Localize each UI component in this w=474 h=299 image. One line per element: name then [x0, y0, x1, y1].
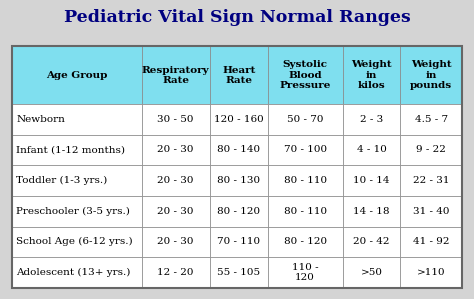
Text: Weight
in
pounds: Weight in pounds: [410, 60, 452, 90]
Bar: [401, 196, 462, 227]
Text: Heart
Rate: Heart Rate: [222, 65, 255, 85]
Bar: [210, 135, 268, 165]
Text: 80 - 110: 80 - 110: [283, 176, 327, 185]
Bar: [210, 257, 268, 288]
Bar: [210, 46, 268, 104]
Bar: [268, 257, 343, 288]
Text: 2 - 3: 2 - 3: [360, 115, 383, 124]
Bar: [401, 135, 462, 165]
Text: Respiratory
Rate: Respiratory Rate: [142, 65, 210, 85]
Text: 41 - 92: 41 - 92: [413, 237, 449, 246]
Text: 10 - 14: 10 - 14: [353, 176, 390, 185]
Bar: [12, 257, 142, 288]
Bar: [343, 165, 401, 196]
Text: 70 - 110: 70 - 110: [217, 237, 260, 246]
Bar: [142, 196, 210, 227]
Text: >50: >50: [361, 268, 383, 277]
Bar: [210, 227, 268, 257]
Text: School Age (6-12 yrs.): School Age (6-12 yrs.): [16, 237, 133, 246]
Text: 20 - 42: 20 - 42: [353, 237, 390, 246]
Text: 4.5 - 7: 4.5 - 7: [415, 115, 447, 124]
Text: 9 - 22: 9 - 22: [416, 146, 446, 155]
Bar: [142, 165, 210, 196]
Bar: [343, 46, 401, 104]
Bar: [343, 257, 401, 288]
Text: 20 - 30: 20 - 30: [157, 176, 194, 185]
Text: 20 - 30: 20 - 30: [157, 207, 194, 216]
Text: Adolescent (13+ yrs.): Adolescent (13+ yrs.): [16, 268, 131, 277]
Text: 80 - 140: 80 - 140: [217, 146, 260, 155]
Bar: [401, 104, 462, 135]
Text: 20 - 30: 20 - 30: [157, 146, 194, 155]
Bar: [12, 104, 142, 135]
Bar: [343, 196, 401, 227]
Text: 80 - 130: 80 - 130: [217, 176, 260, 185]
Text: 80 - 120: 80 - 120: [283, 237, 327, 246]
Text: 110 -
120: 110 - 120: [292, 263, 319, 282]
Bar: [268, 135, 343, 165]
Bar: [210, 104, 268, 135]
Bar: [142, 227, 210, 257]
Text: Systolic
Blood
Pressure: Systolic Blood Pressure: [279, 60, 331, 90]
Bar: [343, 227, 401, 257]
Text: Newborn: Newborn: [16, 115, 65, 124]
Text: 30 - 50: 30 - 50: [157, 115, 194, 124]
Bar: [142, 135, 210, 165]
Text: 55 - 105: 55 - 105: [217, 268, 260, 277]
Text: 70 - 100: 70 - 100: [283, 146, 327, 155]
Bar: [12, 227, 142, 257]
Bar: [343, 104, 401, 135]
Text: Toddler (1-3 yrs.): Toddler (1-3 yrs.): [16, 176, 108, 185]
Bar: [268, 46, 343, 104]
Text: 120 - 160: 120 - 160: [214, 115, 264, 124]
Text: Weight
in
kilos: Weight in kilos: [351, 60, 392, 90]
Text: 80 - 120: 80 - 120: [217, 207, 260, 216]
Text: 22 - 31: 22 - 31: [413, 176, 449, 185]
Text: 50 - 70: 50 - 70: [287, 115, 323, 124]
Bar: [268, 165, 343, 196]
Bar: [142, 104, 210, 135]
Text: 80 - 110: 80 - 110: [283, 207, 327, 216]
Text: 14 - 18: 14 - 18: [353, 207, 390, 216]
Text: 12 - 20: 12 - 20: [157, 268, 194, 277]
Text: 4 - 10: 4 - 10: [356, 146, 386, 155]
Bar: [12, 165, 142, 196]
Bar: [142, 257, 210, 288]
Bar: [401, 46, 462, 104]
Bar: [142, 46, 210, 104]
Text: 31 - 40: 31 - 40: [413, 207, 449, 216]
Bar: [12, 196, 142, 227]
Text: Preschooler (3-5 yrs.): Preschooler (3-5 yrs.): [16, 207, 130, 216]
Bar: [12, 46, 142, 104]
Bar: [268, 196, 343, 227]
Bar: [401, 257, 462, 288]
Text: >110: >110: [417, 268, 446, 277]
Bar: [343, 135, 401, 165]
Bar: [401, 227, 462, 257]
Text: Infant (1-12 months): Infant (1-12 months): [16, 146, 125, 155]
Bar: [210, 196, 268, 227]
Bar: [268, 104, 343, 135]
Bar: [12, 46, 462, 288]
Text: 20 - 30: 20 - 30: [157, 237, 194, 246]
Bar: [12, 135, 142, 165]
Bar: [210, 165, 268, 196]
Bar: [401, 165, 462, 196]
Text: Pediatric Vital Sign Normal Ranges: Pediatric Vital Sign Normal Ranges: [64, 9, 410, 26]
Bar: [268, 227, 343, 257]
Text: Age Group: Age Group: [46, 71, 108, 80]
